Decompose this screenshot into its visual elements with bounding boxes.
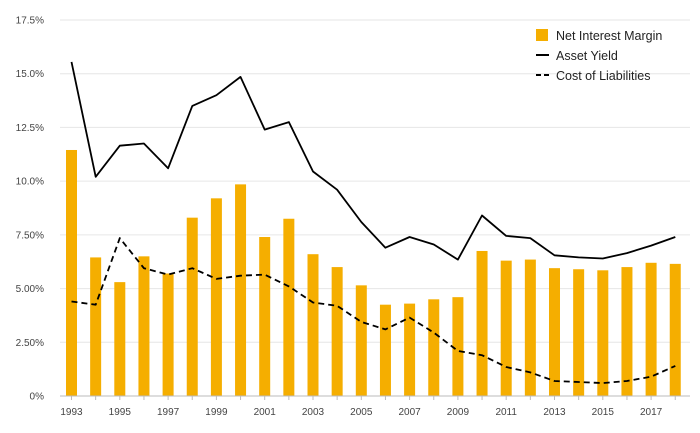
bar-net-interest-margin-2003 xyxy=(307,254,319,396)
x-tick-label: 1999 xyxy=(205,407,228,418)
x-tick-label: 2015 xyxy=(592,407,615,418)
x-tick-label: 2003 xyxy=(302,407,325,418)
series-lines xyxy=(70,61,676,385)
bar-net-interest-margin-1995 xyxy=(114,282,126,396)
y-tick-label: 10.0% xyxy=(16,177,44,188)
x-tick-label: 2011 xyxy=(495,407,517,418)
x-tick-label: 2013 xyxy=(543,407,566,418)
x-tick-label: 2001 xyxy=(254,407,277,418)
legend-label-net-interest-margin: Net Interest Margin xyxy=(556,29,662,43)
bar-net-interest-margin-2005 xyxy=(355,285,367,396)
line-asset-yield xyxy=(70,61,676,261)
bar-net-interest-margin-2017 xyxy=(645,262,657,396)
legend-label-cost-of-liabilities: Cost of Liabilities xyxy=(556,69,651,83)
bar-net-interest-margin-1997 xyxy=(162,273,174,396)
bar-net-interest-margin-1998 xyxy=(186,217,198,396)
bar-net-interest-margin-2009 xyxy=(452,297,464,396)
bar-net-interest-margin-2010 xyxy=(476,250,488,396)
y-tick-label: 0% xyxy=(30,392,45,403)
bar-net-interest-margin-1996 xyxy=(138,256,150,396)
bar-net-interest-margin-2014 xyxy=(573,269,585,396)
y-tick-label: 12.5% xyxy=(16,123,44,134)
bar-net-interest-margin-2011 xyxy=(500,260,512,396)
y-tick-label: 7.50% xyxy=(16,230,44,241)
y-axis-ticks: 0% 2.50% 5.00% 7.50% 10.0% 12.5% 15.0% 17.5% xyxy=(16,16,44,403)
bar-net-interest-margin-2007 xyxy=(404,303,416,396)
bar-net-interest-margin-1994 xyxy=(90,257,102,396)
bar-net-interest-margin-2000 xyxy=(235,184,247,396)
x-tick-label: 1993 xyxy=(60,407,83,418)
bar-net-interest-margin-2012 xyxy=(524,259,536,396)
bar-net-interest-margin-2002 xyxy=(283,218,295,396)
x-tick-label: 2007 xyxy=(398,407,421,418)
bar-net-interest-margin-1993 xyxy=(66,149,77,396)
bar-net-interest-margin-2001 xyxy=(259,237,271,396)
legend-swatch-net-interest-margin xyxy=(536,29,548,41)
bar-net-interest-margin-2004 xyxy=(331,267,343,396)
y-tick-label: 15.0% xyxy=(16,69,44,80)
line-cost-of-liabilities xyxy=(71,237,676,385)
bar-net-interest-margin-2013 xyxy=(549,268,560,396)
bar-net-interest-margin-1999 xyxy=(210,198,222,396)
y-tick-label: 2.50% xyxy=(16,338,44,349)
x-tick-label: 2005 xyxy=(350,407,373,418)
bar-net-interest-margin-2015 xyxy=(597,270,609,396)
x-tick-label: 2009 xyxy=(447,407,470,418)
bar-net-interest-margin-2006 xyxy=(379,304,391,396)
x-tick-label: 1995 xyxy=(109,407,132,418)
x-tick-label: 2017 xyxy=(640,407,663,418)
legend: Net Interest Margin Asset Yield Cost of … xyxy=(536,29,662,83)
y-tick-label: 5.00% xyxy=(16,284,44,295)
x-axis: 1993 1995 1997 1999 2001 2003 2005 2007 2009 2011… xyxy=(60,395,690,418)
legend-label-asset-yield: Asset Yield xyxy=(556,49,618,63)
bars-net-interest-margin xyxy=(66,149,681,396)
bar-net-interest-margin-2008 xyxy=(428,299,440,396)
bar-net-interest-margin-2018 xyxy=(669,263,681,396)
y-tick-label: 17.5% xyxy=(16,16,44,27)
x-tick-label: 1997 xyxy=(157,407,180,418)
bar-net-interest-margin-2016 xyxy=(621,267,633,396)
